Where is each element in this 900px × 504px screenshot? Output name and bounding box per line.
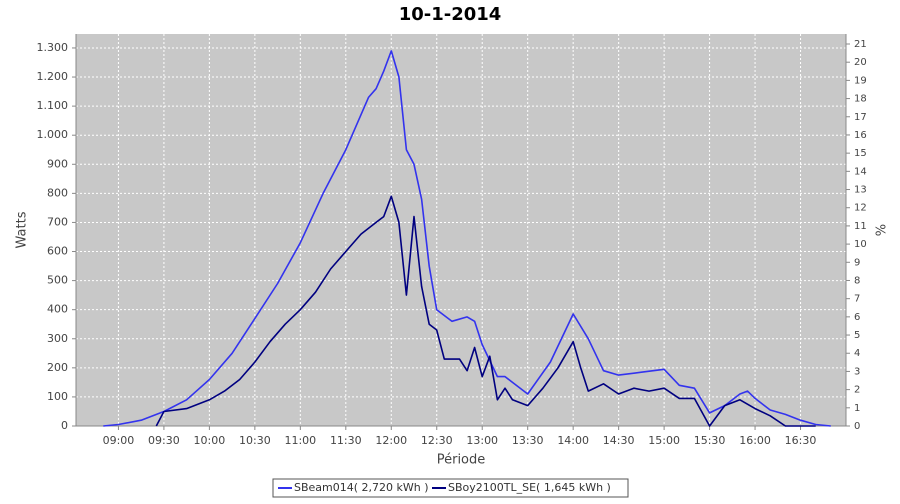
y2-tick-label: 20 bbox=[854, 57, 867, 68]
y-tick-label: 500 bbox=[47, 274, 68, 287]
y2-tick-label: 17 bbox=[854, 112, 867, 123]
y2-tick-label: 19 bbox=[854, 75, 867, 86]
y2-tick-label: 3 bbox=[854, 366, 860, 377]
y-tick-label: 700 bbox=[47, 215, 68, 228]
y-tick-label: 1.200 bbox=[37, 70, 69, 83]
y-axis-title: Watts bbox=[15, 211, 30, 248]
y2-tick-label: 13 bbox=[854, 185, 867, 196]
x-tick-label: 16:00 bbox=[739, 434, 771, 447]
legend-label: SBoy2100TL_SE( 1,645 kWh ) bbox=[448, 481, 611, 494]
legend-label: SBeam014( 2,720 kWh ) bbox=[294, 481, 429, 494]
y-tick-label: 1.000 bbox=[37, 128, 69, 141]
x-axis-title: Période bbox=[437, 453, 486, 468]
y2-tick-label: 4 bbox=[854, 348, 860, 359]
x-tick-label: 14:30 bbox=[603, 434, 635, 447]
y-tick-label: 0 bbox=[61, 419, 68, 432]
x-tick-label: 10:00 bbox=[194, 434, 226, 447]
x-tick-label: 15:30 bbox=[694, 434, 726, 447]
series-line bbox=[155, 195, 816, 427]
y-tick-label: 300 bbox=[47, 332, 68, 345]
x-tick-label: 09:30 bbox=[148, 434, 180, 447]
x-tick-label: 10:30 bbox=[239, 434, 271, 447]
x-tick-label: 12:00 bbox=[375, 434, 407, 447]
y2-tick-label: 21 bbox=[854, 39, 867, 50]
chart-title: 10-1-2014 bbox=[399, 4, 502, 25]
y2-tick-label: 6 bbox=[854, 312, 860, 323]
y2-tick-label: 18 bbox=[854, 94, 867, 105]
x-tick-label: 12:30 bbox=[421, 434, 453, 447]
y2-tick-label: 2 bbox=[854, 385, 860, 396]
y-tick-label: 800 bbox=[47, 186, 68, 199]
x-tick-label: 11:30 bbox=[330, 434, 362, 447]
x-tick-label: 13:00 bbox=[466, 434, 498, 447]
y-tick-label: 600 bbox=[47, 245, 68, 258]
x-tick-label: 15:00 bbox=[648, 434, 680, 447]
plot-area bbox=[76, 34, 846, 426]
y-tick-label: 1.100 bbox=[37, 99, 69, 112]
y2-tick-label: 10 bbox=[854, 239, 867, 250]
legend bbox=[272, 478, 629, 498]
y-tick-label: 400 bbox=[47, 303, 68, 316]
y2-tick-label: 8 bbox=[854, 275, 860, 286]
y2-tick-label: 9 bbox=[854, 257, 860, 268]
y2-tick-label: 1 bbox=[854, 403, 860, 414]
y-tick-label: 900 bbox=[47, 157, 68, 170]
y-tick-label: 200 bbox=[47, 361, 68, 374]
x-tick-label: 14:00 bbox=[557, 434, 589, 447]
y2-tick-label: 0 bbox=[854, 421, 860, 432]
y-tick-label: 100 bbox=[47, 390, 68, 403]
y2-tick-label: 12 bbox=[854, 203, 867, 214]
y2-tick-label: 16 bbox=[854, 130, 867, 141]
x-tick-label: 13:30 bbox=[512, 434, 544, 447]
y2-tick-label: 14 bbox=[854, 166, 867, 177]
y2-tick-label: 7 bbox=[854, 294, 860, 305]
x-tick-label: 16:30 bbox=[785, 434, 817, 447]
y2-tick-label: 5 bbox=[854, 330, 860, 341]
y-tick-label: 1.300 bbox=[37, 41, 69, 54]
y2-tick-label: 15 bbox=[854, 148, 867, 159]
x-tick-label: 11:00 bbox=[284, 434, 316, 447]
y2-axis-title: % bbox=[875, 224, 890, 236]
x-tick-label: 09:00 bbox=[103, 434, 135, 447]
y2-tick-label: 11 bbox=[854, 221, 867, 232]
